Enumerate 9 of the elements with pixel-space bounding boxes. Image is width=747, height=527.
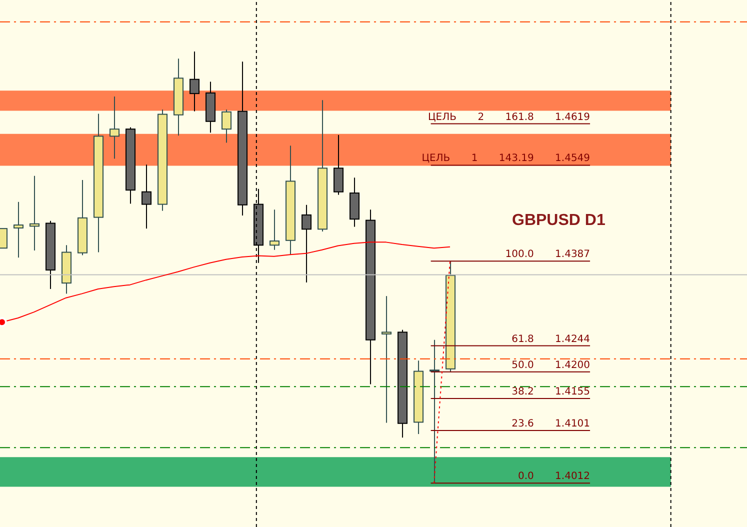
ref-line-label: 0.0 1.4012 xyxy=(518,471,590,482)
ref-line-label: 23.6 1.4101 xyxy=(512,418,590,430)
ref-line-label: 50.0 1.4200 xyxy=(512,360,590,371)
ref-line-label: 61.8 1.4244 xyxy=(512,334,590,345)
text: GBPUSD D1 xyxy=(512,212,606,230)
ref-line-label: 38.2 1.4155 xyxy=(512,386,590,398)
ref-line-label: 100.0 1.4387 xyxy=(505,249,590,260)
ref-line-label: ЦЕЛЬ 2 161.8 1.4619 xyxy=(428,112,590,123)
ref-line-label: ЦЕЛЬ 1 143.19 1.4549 xyxy=(422,153,590,164)
